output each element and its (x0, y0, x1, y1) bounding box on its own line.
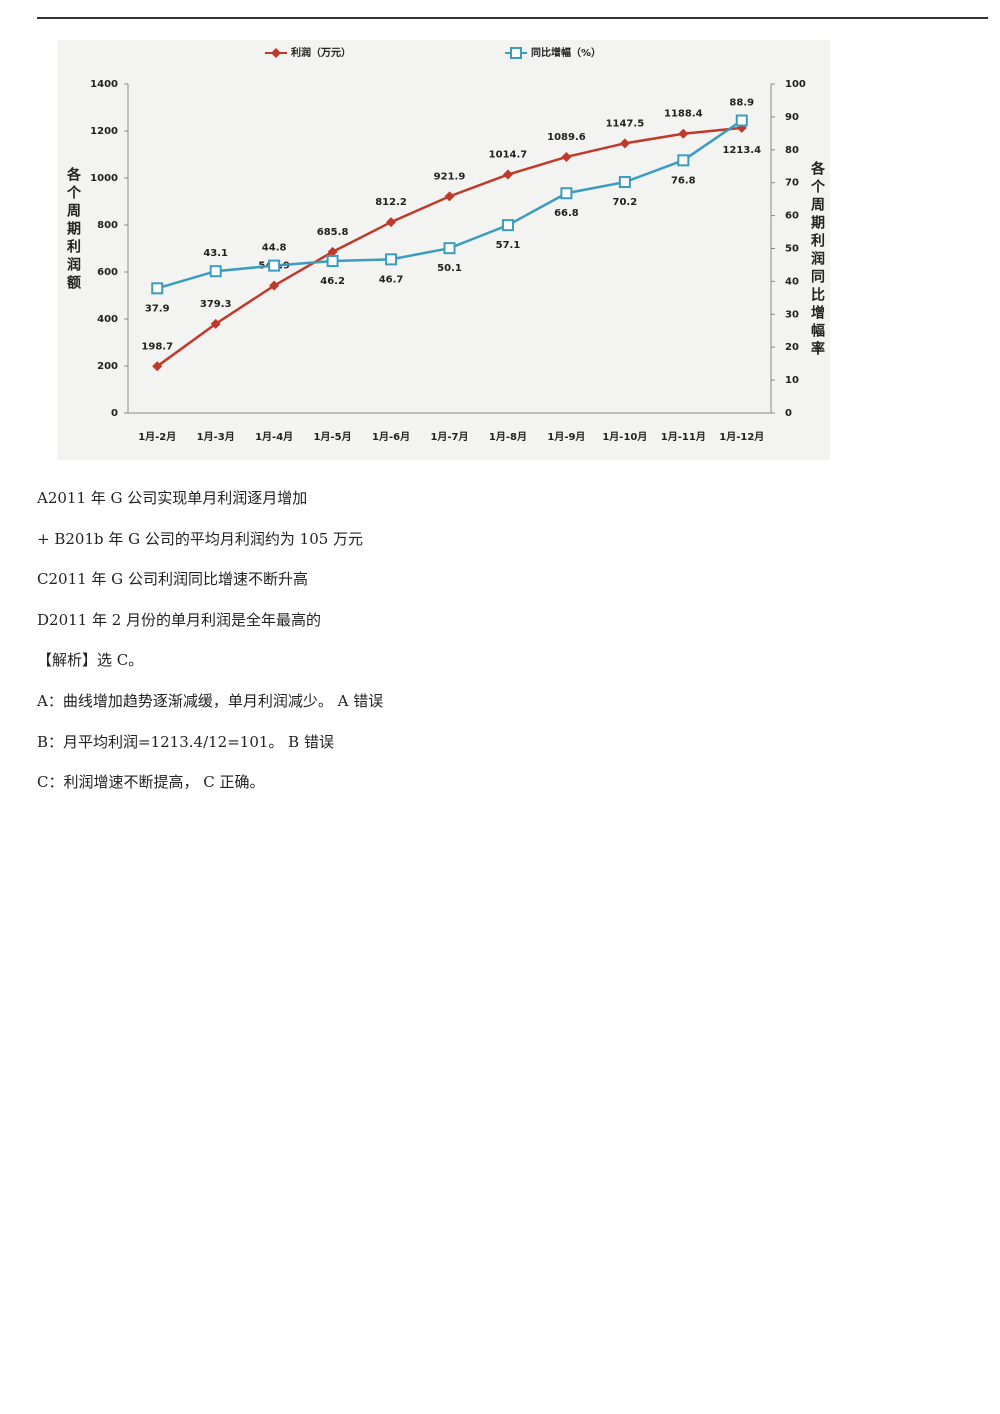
data-label: 88.9 (729, 98, 754, 109)
point-marker (152, 361, 163, 372)
data-label: 37.9 (145, 303, 170, 314)
data-label: 198.7 (141, 341, 173, 352)
data-label: 1014.7 (489, 150, 528, 161)
point-marker (269, 280, 280, 291)
point-marker (678, 128, 689, 139)
data-label: 812.2 (375, 197, 407, 208)
y2-tick-label: 0 (785, 408, 792, 419)
y2-tick-label: 90 (785, 112, 799, 123)
point-marker (561, 151, 572, 162)
text-line: A2011 年 G 公司实现单月利润逐月增加 (37, 489, 308, 507)
data-label: 44.8 (262, 243, 287, 254)
text-line: C：利润增速不断提高， C 正确。 (37, 773, 265, 792)
text-line: B：月平均利润=1213.4/12=101。 B 错误 (37, 732, 334, 751)
point-marker (210, 318, 221, 329)
y2-tick-label: 30 (785, 309, 799, 320)
text-line: 【解析】选 C。 (37, 651, 144, 670)
data-label: 1089.6 (547, 132, 586, 143)
x-tick-label: 1月-11月 (661, 431, 706, 443)
data-label: 50.1 (437, 263, 462, 274)
point-marker (501, 219, 514, 232)
x-tick-label: 1月-2月 (138, 431, 176, 443)
chart: 各个周期利润额 各个周期利润同比增幅率 02004006008001000120… (57, 40, 830, 460)
point-marker (510, 47, 522, 59)
y2-tick-label: 40 (785, 276, 799, 287)
data-label: 70.2 (613, 197, 638, 208)
legend-label: 同比增幅（%） (531, 46, 601, 59)
data-label: 1213.4 (722, 145, 761, 156)
legend-label: 利润（万元） (291, 46, 351, 59)
y2-tick-label: 60 (785, 211, 799, 222)
data-label: 46.7 (379, 274, 404, 285)
data-label: 379.3 (200, 299, 232, 310)
y2-tick-label: 80 (785, 145, 799, 156)
data-label: 43.1 (203, 248, 228, 259)
y2-tick-label: 100 (785, 79, 806, 90)
y-tick-label: 600 (97, 267, 118, 278)
y-tick-label: 0 (111, 408, 118, 419)
text-line: D2011 年 2 月份的单月利润是全年最高的 (37, 610, 322, 629)
y2-tick-label: 50 (785, 244, 799, 255)
point-marker (444, 191, 455, 202)
text-block: A2011 年 G 公司实现单月利润逐月增加 + B201b 年 G 公司的平均月… (37, 486, 383, 811)
y2-tick-label: 20 (785, 342, 799, 353)
point-marker (151, 282, 164, 295)
data-label: 1147.5 (606, 118, 645, 129)
y2-tick-label: 70 (785, 178, 799, 189)
point-marker (443, 242, 456, 255)
point-marker (271, 48, 281, 58)
y-tick-label: 1400 (90, 79, 118, 90)
point-marker (677, 154, 690, 167)
x-tick-label: 1月-8月 (489, 431, 527, 443)
point-marker (209, 265, 222, 278)
point-marker (385, 253, 398, 266)
x-tick-label: 1月-7月 (430, 431, 468, 443)
y-tick-label: 400 (97, 314, 118, 325)
text-line: A：曲线增加趋势逐渐减缓，单月利润减少。 A 错误 (37, 691, 384, 710)
text-line: + B201b 年 G 公司的平均月利润约为 105 万元 (37, 529, 364, 548)
text-line: C2011 年 G 公司利润同比增速不断升高 (37, 570, 308, 589)
data-label: 66.8 (554, 208, 579, 219)
top-rule (37, 17, 988, 19)
x-tick-label: 1月-6月 (372, 431, 410, 443)
point-marker (326, 255, 339, 268)
data-label: 1188.4 (664, 109, 703, 120)
point-marker (735, 114, 748, 127)
data-label: 685.8 (317, 227, 349, 238)
data-label: 921.9 (434, 171, 466, 182)
x-tick-label: 1月-12月 (719, 431, 764, 443)
point-marker (502, 169, 513, 180)
y2-axis-title: 各个周期利润同比增幅率 (809, 160, 826, 359)
y-tick-label: 800 (97, 220, 118, 231)
data-label: 46.2 (320, 276, 345, 287)
data-label: 76.8 (671, 175, 696, 186)
y-tick-label: 1000 (90, 173, 118, 184)
point-marker (618, 176, 631, 189)
point-marker (268, 259, 281, 272)
x-tick-label: 1月-10月 (602, 431, 647, 443)
data-label: 57.1 (496, 240, 521, 251)
point-marker (386, 217, 397, 228)
x-tick-label: 1月-9月 (547, 431, 585, 443)
x-tick-label: 1月-3月 (197, 431, 235, 443)
point-marker (619, 138, 630, 149)
y-tick-label: 1200 (90, 126, 118, 137)
point-marker (327, 246, 338, 257)
y-tick-label: 200 (97, 361, 118, 372)
y2-tick-label: 10 (785, 375, 799, 386)
point-marker (560, 187, 573, 200)
y-axis-title: 各个周期利润额 (65, 166, 82, 293)
x-tick-label: 1月-4月 (255, 431, 293, 443)
x-tick-label: 1月-5月 (314, 431, 352, 443)
